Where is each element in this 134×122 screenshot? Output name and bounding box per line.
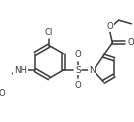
Text: O: O bbox=[0, 89, 5, 98]
Text: Cl: Cl bbox=[45, 28, 53, 37]
Text: O: O bbox=[75, 81, 81, 90]
Text: O: O bbox=[127, 38, 134, 47]
Text: S: S bbox=[75, 66, 81, 75]
Text: O: O bbox=[75, 50, 81, 59]
Text: NH: NH bbox=[14, 66, 27, 75]
Text: N: N bbox=[89, 66, 96, 75]
Text: O: O bbox=[106, 22, 113, 31]
